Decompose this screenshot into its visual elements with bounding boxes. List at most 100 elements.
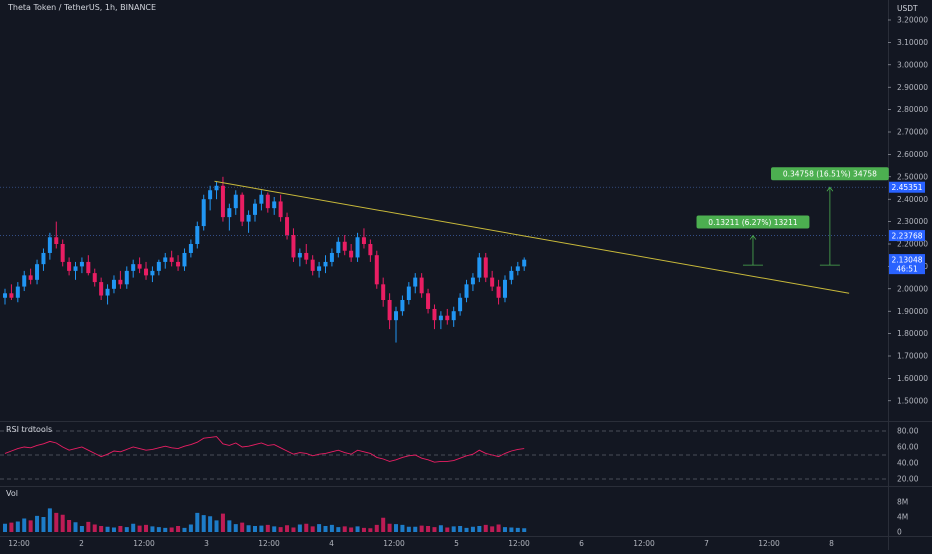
volume-bar	[406, 526, 411, 532]
candle	[496, 279, 501, 305]
candle	[111, 275, 116, 294]
volume-bar	[182, 527, 187, 532]
candle-body	[60, 244, 65, 262]
volume-bar	[361, 527, 366, 532]
candle	[252, 199, 257, 222]
candle-body	[195, 226, 200, 244]
candle	[265, 192, 270, 213]
candle	[41, 248, 46, 271]
volume-bar	[60, 514, 65, 532]
candle	[240, 192, 245, 227]
candle	[246, 210, 251, 233]
candle-body	[483, 257, 488, 278]
rsi-tick-label: 80.00	[897, 427, 919, 436]
candle-body	[67, 261, 72, 271]
volume-bar	[137, 525, 142, 532]
candle-body	[105, 288, 110, 296]
candle	[28, 268, 33, 285]
candle	[342, 235, 347, 256]
volume-bar	[15, 521, 20, 532]
candle-body	[163, 257, 168, 262]
candle-body	[374, 255, 379, 285]
candle-body	[73, 266, 78, 271]
volume-bar	[451, 526, 456, 532]
candle	[227, 203, 232, 231]
candle	[278, 194, 283, 222]
volume-bar	[502, 527, 507, 532]
candle	[368, 239, 373, 262]
price-tag-box	[889, 254, 925, 266]
volume-bar	[387, 523, 392, 532]
candle-body	[47, 237, 52, 253]
volume-bar	[490, 526, 495, 532]
price-tag-box	[889, 263, 925, 275]
time-tick-label: 5	[454, 539, 459, 548]
volume-bar	[291, 527, 296, 532]
candle	[54, 221, 59, 249]
candle	[419, 273, 424, 298]
candle-body	[265, 194, 270, 209]
measure-arrow	[826, 186, 834, 192]
candle	[310, 255, 315, 276]
price-tag-label: 2.45351	[891, 183, 922, 192]
candle	[355, 232, 360, 262]
volume-bar	[252, 526, 257, 532]
time-tick-label: 6	[579, 539, 584, 548]
candle-body	[451, 311, 456, 321]
candle	[317, 261, 322, 278]
volume-bar	[99, 526, 104, 532]
volume-bar	[515, 527, 520, 532]
candle	[297, 248, 302, 267]
volume-bar	[432, 527, 437, 532]
rsi-tick-label: 40.00	[897, 459, 919, 468]
volume-bar	[169, 527, 174, 532]
volume-bar	[342, 526, 347, 532]
price-tag-label: 2.13048	[891, 256, 922, 265]
candle-body	[227, 208, 232, 218]
candle	[413, 273, 418, 294]
candle	[176, 255, 181, 271]
volume-bar	[9, 522, 14, 532]
candle	[9, 284, 14, 300]
volume-bar	[73, 522, 78, 532]
time-tick-label: 12:00	[258, 539, 280, 548]
candle	[304, 244, 309, 265]
candle-body	[329, 252, 334, 262]
candle-body	[304, 252, 309, 260]
volume-bar	[329, 524, 334, 532]
candle-body	[233, 194, 238, 209]
price-tag: 2.23768	[889, 230, 925, 242]
measure-label: 0.34758 (16.51%) 34758	[783, 170, 877, 179]
volume-bar	[483, 524, 488, 532]
candle-body	[79, 261, 84, 267]
volume-bar	[464, 527, 469, 532]
price-tick-label: 1.60000	[897, 374, 928, 383]
candle	[400, 295, 405, 316]
candle-body	[400, 300, 405, 312]
volume-bar	[285, 525, 290, 532]
candle	[163, 252, 168, 269]
candle	[208, 185, 213, 211]
candle-body	[342, 241, 347, 251]
candle	[137, 257, 142, 274]
measure-label: 0.13211 (6.27%) 13211	[708, 218, 798, 227]
candle	[490, 270, 495, 292]
candle	[169, 250, 174, 267]
candle	[15, 282, 20, 303]
candle-body	[368, 244, 373, 256]
price-tag-label: 2.23768	[891, 232, 922, 241]
candle-body	[131, 264, 136, 271]
time-tick-label: 7	[704, 539, 709, 548]
candle	[105, 284, 110, 305]
candle-body	[426, 293, 431, 309]
candle-body	[118, 279, 123, 285]
candle-body	[208, 190, 213, 200]
candle	[470, 273, 475, 292]
price-tick-label: 2.30000	[897, 217, 928, 226]
volume-bar	[47, 508, 52, 532]
volume-bar	[208, 516, 213, 532]
candle	[381, 277, 386, 307]
volume-bar	[297, 524, 302, 532]
